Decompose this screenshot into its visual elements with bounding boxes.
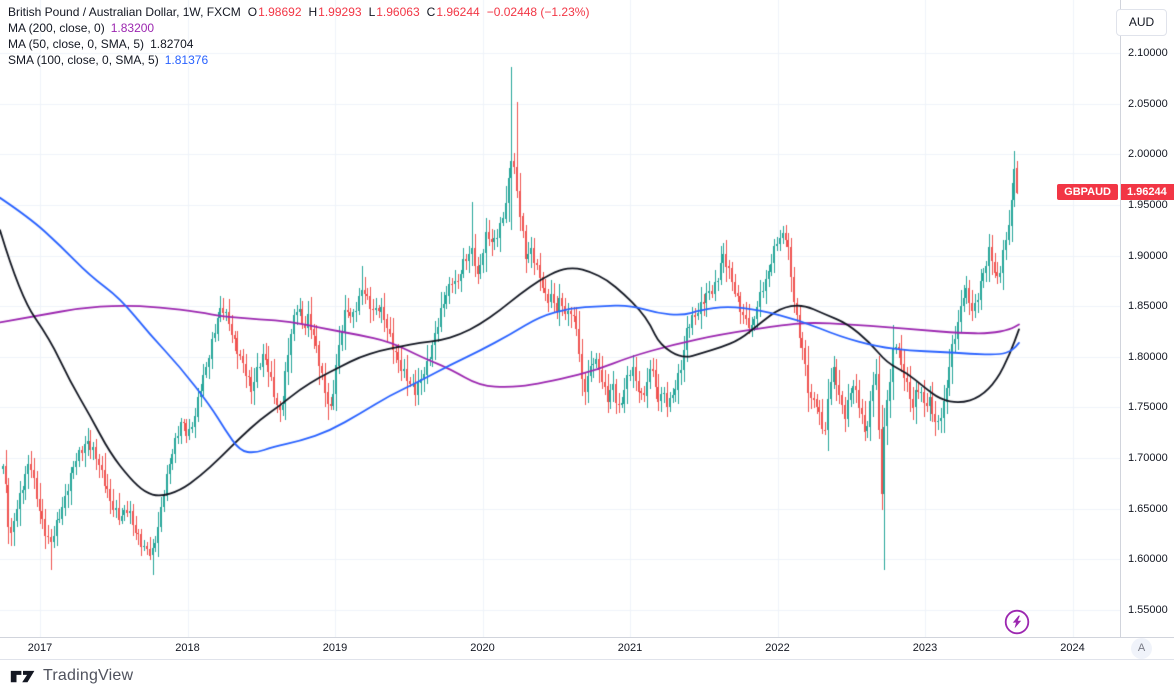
price-axis[interactable]: AUD 1.96244 2.10000 2.05000 2.00000 1.95000… xyxy=(1116,0,1174,637)
chart-pane[interactable]: British Pound / Australian Dollar, 1W, F… xyxy=(0,0,1120,637)
last-price-axis-chip: 1.96244 xyxy=(1121,184,1174,201)
price-tick-label: 1.60000 xyxy=(1128,553,1168,566)
change-value: −0.02448 (−1.23%) xyxy=(486,5,590,19)
price-tick-label: 2.00000 xyxy=(1128,148,1168,161)
axis-corner: A xyxy=(1120,637,1174,660)
time-tick-label: 2020 xyxy=(470,642,495,654)
low-value: 1.96063 xyxy=(376,5,420,19)
footer-bar: TradingView xyxy=(0,660,1174,692)
low-label: L xyxy=(368,5,376,19)
price-tick-label: 1.70000 xyxy=(1128,452,1168,465)
high-value: 1.99293 xyxy=(318,5,362,19)
high-label: H xyxy=(308,5,318,19)
last-price-symbol-tag: GBPAUD xyxy=(1057,184,1118,201)
sma100-label: SMA (100, close, 0, SMA, 5) xyxy=(8,53,159,67)
sma100-legend-row[interactable]: SMA (100, close, 0, SMA, 5) 1.81376 xyxy=(8,52,589,68)
tradingview-logo-icon xyxy=(10,670,35,682)
time-tick-label: 2017 xyxy=(27,642,53,654)
price-tick-label: 2.05000 xyxy=(1128,97,1168,110)
instant-order-lightning-button[interactable] xyxy=(1003,608,1031,636)
time-tick-label: 2019 xyxy=(322,642,348,654)
price-tick-label: 1.55000 xyxy=(1128,604,1168,616)
open-value: 1.98692 xyxy=(258,5,302,19)
auto-scale-badge[interactable]: A xyxy=(1131,638,1152,659)
price-tick-label: 1.65000 xyxy=(1128,502,1168,515)
price-tick-label: 1.90000 xyxy=(1128,249,1168,262)
price-tick-label: 1.80000 xyxy=(1128,350,1168,363)
currency-toggle-button[interactable]: AUD xyxy=(1116,9,1167,36)
time-tick-label: 2022 xyxy=(765,642,790,654)
ma200-value: 1.83200 xyxy=(110,21,155,35)
price-tick-label: 1.95000 xyxy=(1128,198,1168,211)
price-tick-label: 2.10000 xyxy=(1128,47,1168,59)
time-tick-label: 2021 xyxy=(617,642,643,654)
sma100-value: 1.81376 xyxy=(164,53,209,67)
open-label: O xyxy=(247,5,258,19)
ma50-value: 1.82704 xyxy=(150,37,194,51)
symbol-legend-row[interactable]: British Pound / Australian Dollar, 1W, F… xyxy=(8,4,589,20)
ma200-legend-row[interactable]: MA (200, close, 0) 1.83200 xyxy=(8,20,589,36)
symbol-title: British Pound / Australian Dollar, 1W, F… xyxy=(8,5,241,19)
price-tick-label: 1.85000 xyxy=(1128,300,1168,313)
time-tick-label: 2024 xyxy=(1060,642,1085,654)
ma50-legend-row[interactable]: MA (50, close, 0, SMA, 5) 1.82704 xyxy=(8,36,589,52)
lightning-bolt-icon xyxy=(1004,609,1030,635)
time-tick-label: 2023 xyxy=(912,642,938,654)
price-tick-label: 1.75000 xyxy=(1128,401,1168,414)
ma200-label: MA (200, close, 0) xyxy=(8,21,105,35)
close-label: C xyxy=(426,5,436,19)
ma50-label: MA (50, close, 0, SMA, 5) xyxy=(8,37,145,51)
tradingview-logo[interactable]: TradingView xyxy=(10,667,133,685)
tradingview-logo-text: TradingView xyxy=(43,667,134,684)
time-tick-label: 2018 xyxy=(175,642,200,654)
price-chart-canvas[interactable] xyxy=(0,0,1120,637)
close-value: 1.96244 xyxy=(436,5,480,19)
time-axis[interactable]: 2017 2018 2019 2020 2021 2022 2023 2024 xyxy=(0,637,1120,660)
chart-legend: British Pound / Australian Dollar, 1W, F… xyxy=(8,4,589,68)
